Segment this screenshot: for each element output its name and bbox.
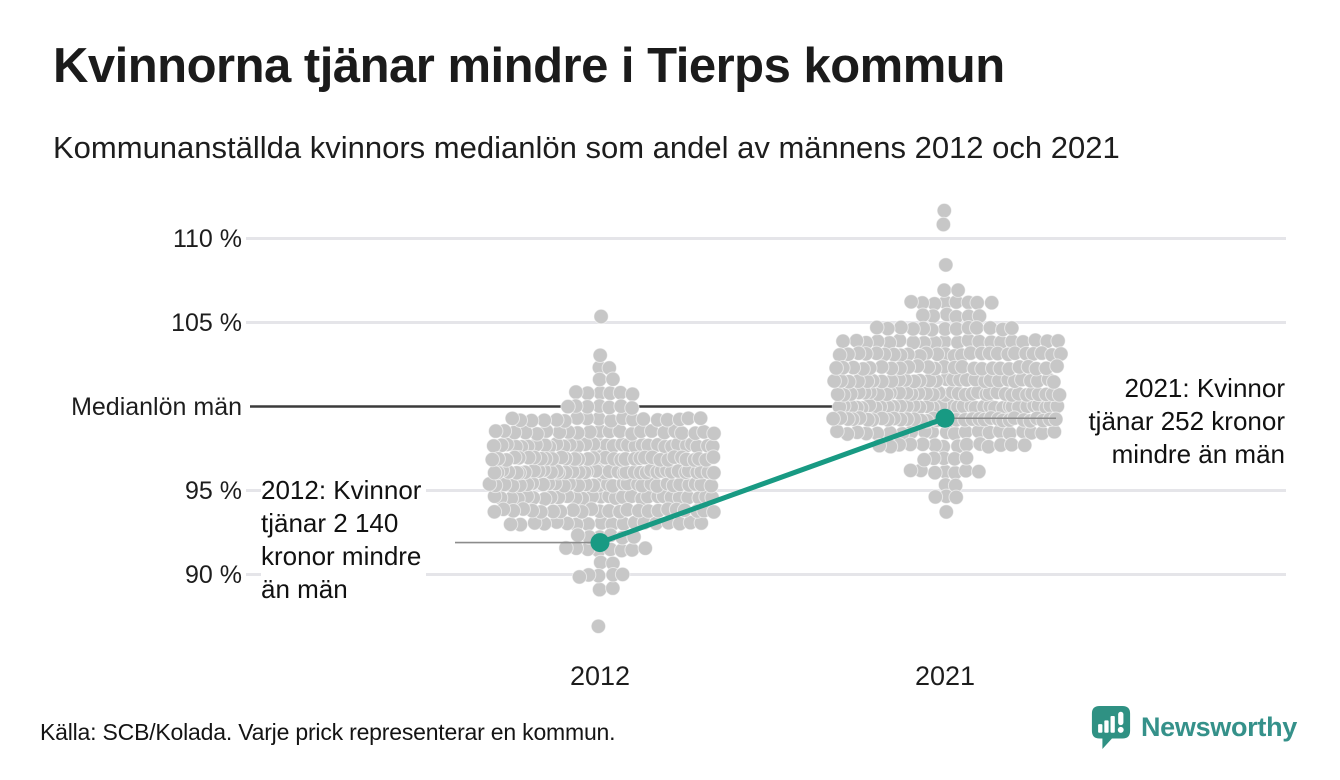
municipality-dot [703, 478, 719, 494]
municipality-dot [706, 425, 722, 442]
municipality-dot [706, 465, 722, 481]
x-tick-label: 2012 [569, 661, 631, 691]
municipality-dot [486, 438, 502, 454]
municipality-dot [637, 540, 653, 556]
municipality-dot [915, 307, 931, 323]
annotation-2012: 2012: Kvinnor tjänar 2 140 kronor mindre… [261, 474, 427, 606]
municipality-dot [948, 489, 964, 505]
source-note: Källa: SCB/Kolada. Varje prick represent… [40, 719, 616, 745]
newsworthy-logo: Newsworthy [1090, 704, 1297, 750]
municipality-dot [624, 400, 640, 416]
municipality-dot [869, 319, 885, 336]
municipality-dot [1016, 437, 1033, 453]
municipality-dot [828, 360, 844, 376]
municipality-dot [903, 294, 919, 310]
highlight-point-2012 [590, 533, 610, 553]
brand-name: Newsworthy [1140, 711, 1297, 742]
municipality-dot [1004, 320, 1020, 336]
municipality-dot [1046, 374, 1062, 390]
municipality-dot [591, 581, 608, 598]
municipality-dots [481, 202, 1069, 634]
municipality-dot [590, 618, 607, 634]
municipality-dot [835, 333, 851, 349]
page-title: Kvinnorna tjänar mindre i Tierps kommun [53, 39, 1005, 93]
municipality-dot [958, 463, 974, 479]
municipality-dot [916, 452, 932, 468]
municipality-dot [959, 436, 975, 453]
x-tick-label: 2021 [914, 661, 976, 691]
municipality-dot [936, 202, 952, 219]
municipality-dot [706, 504, 722, 520]
municipality-dot [624, 386, 641, 402]
y-tick-label: 105 % [171, 308, 242, 337]
speech-bubble-bar-chart-icon [1091, 706, 1131, 749]
municipality-dot [593, 308, 609, 325]
municipality-dot [825, 411, 841, 427]
municipality-dot [927, 465, 943, 481]
municipality-dot [848, 333, 865, 349]
municipality-dot [635, 411, 652, 427]
municipality-dot [674, 425, 690, 441]
municipality-dot [565, 502, 581, 518]
municipality-dot [568, 384, 584, 400]
municipality-dot [935, 216, 952, 233]
municipality-dot [486, 465, 503, 481]
municipality-dot [558, 540, 574, 556]
annotation-2021: 2021: Kvinnor tjänar 252 kronor mindre ä… [1083, 372, 1285, 471]
municipality-dot [591, 371, 608, 388]
municipality-dot [592, 347, 608, 363]
highlight-point-2021 [935, 408, 955, 428]
municipality-dot [958, 450, 975, 466]
municipality-dot [927, 489, 944, 505]
municipality-dot [560, 398, 576, 415]
municipality-dot [614, 566, 631, 583]
municipality-dot [1050, 333, 1066, 349]
municipality-dot [936, 282, 952, 298]
municipality-dot [902, 462, 919, 479]
y-tick-label: 95 % [185, 476, 242, 505]
chart-subtitle: Kommunanställda kvinnors medianlön som a… [53, 130, 1120, 165]
municipality-dot [1004, 437, 1020, 453]
municipality-dot [950, 282, 966, 298]
y-tick-label: Medianlön män [71, 392, 242, 421]
municipality-dot [486, 504, 503, 520]
highlight-trend-line [599, 415, 946, 545]
municipality-dot [971, 463, 987, 480]
y-tick-label: 110 % [172, 224, 242, 253]
municipality-dot [705, 449, 722, 465]
municipality-dot [893, 319, 909, 336]
municipality-dot [1049, 358, 1065, 374]
municipality-dot [605, 371, 621, 387]
municipality-dot [832, 347, 848, 363]
municipality-dot [938, 504, 954, 520]
municipality-dot [938, 257, 954, 273]
municipality-dot [969, 295, 985, 311]
municipality-dot [984, 295, 1000, 311]
municipality-dot [504, 410, 520, 427]
municipality-dot [969, 320, 985, 336]
municipality-dot [484, 451, 500, 468]
municipality-dot [692, 410, 709, 426]
municipality-dot [1048, 411, 1064, 427]
municipality-dot [571, 569, 588, 585]
municipality-dot [830, 386, 846, 402]
municipality-dot [826, 373, 842, 389]
municipality-dot [502, 516, 519, 532]
municipality-dot [488, 423, 504, 439]
municipality-dot [624, 542, 640, 558]
municipality-dot [570, 527, 586, 543]
municipality-dot [1051, 387, 1068, 403]
y-tick-label: 90 % [185, 560, 242, 589]
municipality-dot [605, 580, 621, 596]
